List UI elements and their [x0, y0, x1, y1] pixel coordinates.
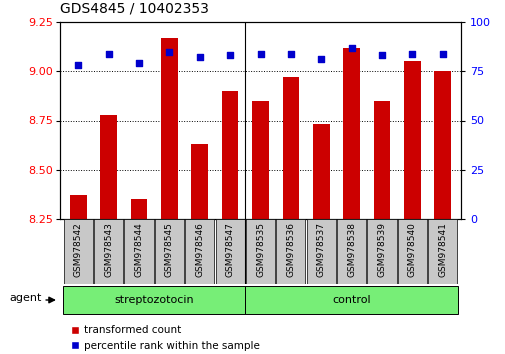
Bar: [63, 286, 245, 314]
Bar: [312, 125, 329, 219]
Bar: [367, 219, 396, 284]
Point: [347, 45, 355, 50]
Bar: [161, 38, 177, 219]
Legend: transformed count, percentile rank within the sample: transformed count, percentile rank withi…: [65, 321, 264, 354]
Bar: [276, 219, 305, 284]
Text: GSM978538: GSM978538: [346, 222, 356, 277]
Point: [165, 49, 173, 55]
Bar: [215, 219, 244, 284]
Bar: [373, 101, 389, 219]
Text: agent: agent: [9, 293, 41, 303]
Bar: [94, 219, 123, 284]
Point: [286, 51, 294, 56]
Point: [377, 53, 385, 58]
Text: control: control: [332, 295, 370, 305]
Bar: [251, 101, 268, 219]
Point: [408, 51, 416, 56]
Text: streptozotocin: streptozotocin: [114, 295, 193, 305]
Bar: [221, 91, 238, 219]
Bar: [427, 219, 457, 284]
Bar: [124, 219, 153, 284]
Bar: [342, 47, 359, 219]
Bar: [434, 71, 450, 219]
Point: [317, 57, 325, 62]
Text: GSM978541: GSM978541: [437, 222, 446, 277]
Text: GDS4845 / 10402353: GDS4845 / 10402353: [60, 1, 209, 16]
Bar: [403, 61, 420, 219]
Text: GSM978536: GSM978536: [286, 222, 295, 277]
Point: [135, 61, 143, 66]
Point: [105, 51, 113, 56]
Bar: [64, 219, 92, 284]
Text: GSM978539: GSM978539: [377, 222, 386, 277]
Text: GSM978547: GSM978547: [225, 222, 234, 277]
Bar: [70, 195, 86, 219]
Bar: [306, 219, 335, 284]
Bar: [282, 77, 298, 219]
Bar: [245, 286, 457, 314]
Text: GSM978543: GSM978543: [104, 222, 113, 277]
Point: [74, 63, 82, 68]
Bar: [245, 219, 275, 284]
Text: GSM978545: GSM978545: [165, 222, 174, 277]
Text: GSM978542: GSM978542: [74, 222, 82, 277]
Bar: [185, 219, 214, 284]
Bar: [191, 144, 208, 219]
Bar: [336, 219, 366, 284]
Point: [195, 55, 204, 60]
Bar: [397, 219, 426, 284]
Text: GSM978540: GSM978540: [407, 222, 416, 277]
Text: GSM978535: GSM978535: [256, 222, 265, 277]
Text: GSM978544: GSM978544: [134, 222, 143, 277]
Bar: [100, 115, 117, 219]
Point: [256, 51, 264, 56]
Text: GSM978537: GSM978537: [316, 222, 325, 277]
Bar: [130, 199, 147, 219]
Point: [226, 53, 234, 58]
Text: GSM978546: GSM978546: [195, 222, 204, 277]
Point: [438, 51, 446, 56]
Bar: [155, 219, 184, 284]
